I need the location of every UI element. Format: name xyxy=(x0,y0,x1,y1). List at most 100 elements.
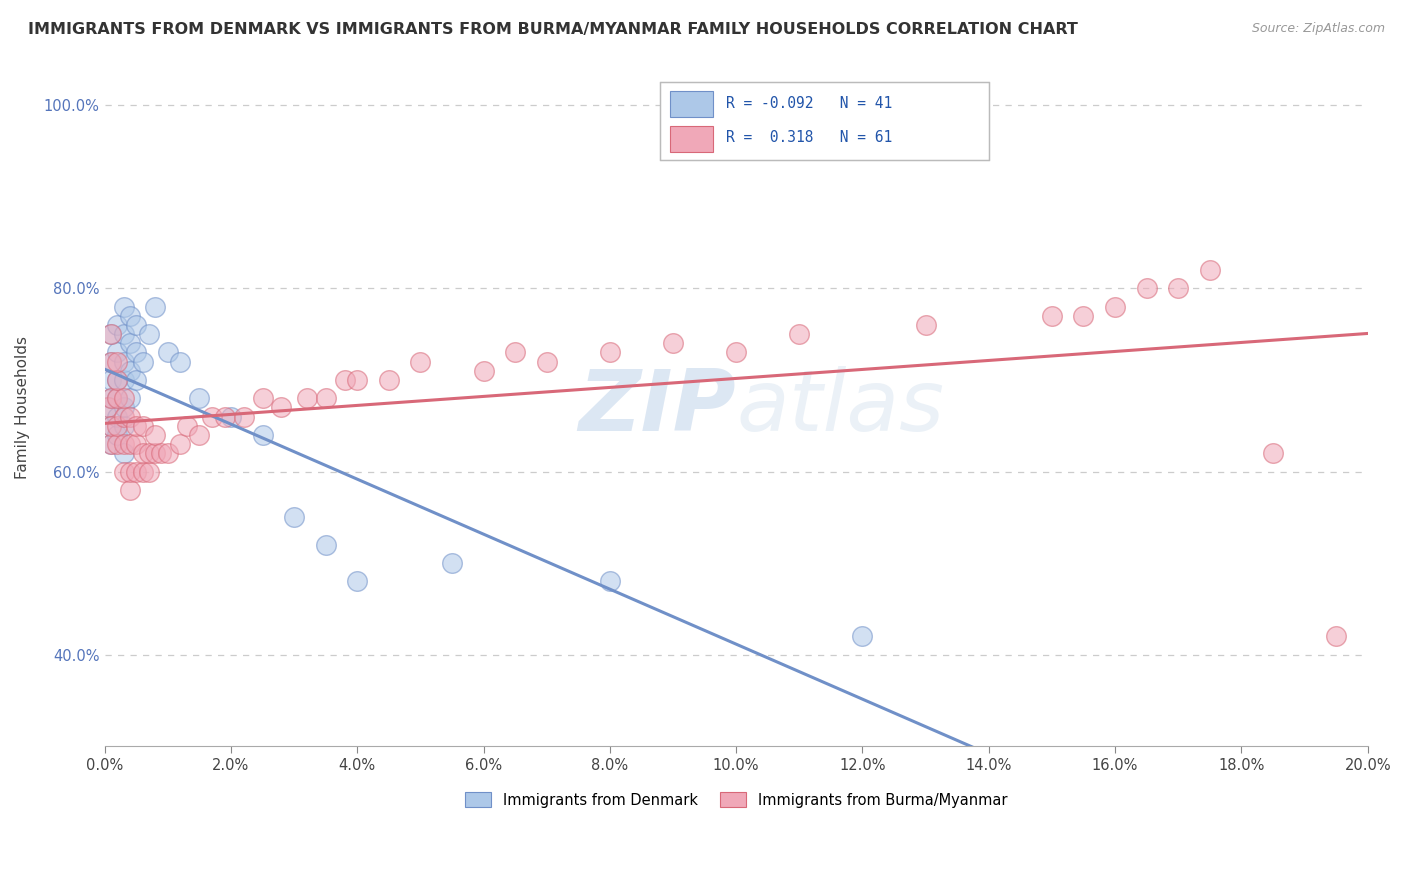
Point xyxy=(112,446,135,460)
Point xyxy=(1136,281,1159,295)
Point xyxy=(118,409,141,424)
Point xyxy=(105,418,128,433)
Point xyxy=(125,345,148,359)
Point xyxy=(787,327,810,342)
Point xyxy=(112,418,135,433)
Point xyxy=(472,364,495,378)
Point xyxy=(188,391,211,405)
Point xyxy=(725,345,748,359)
Point xyxy=(131,465,153,479)
Point xyxy=(118,364,141,378)
Point xyxy=(169,437,191,451)
Point xyxy=(125,437,148,451)
Point xyxy=(105,354,128,368)
Point xyxy=(105,428,128,442)
Point xyxy=(503,345,526,359)
Point xyxy=(188,428,211,442)
Point xyxy=(112,465,135,479)
Point xyxy=(112,354,135,368)
Point xyxy=(118,465,141,479)
Point xyxy=(232,409,254,424)
Point xyxy=(599,345,621,359)
Text: ZIP: ZIP xyxy=(578,366,737,449)
Point xyxy=(105,409,128,424)
Point xyxy=(118,483,141,497)
Point xyxy=(201,409,224,424)
Point xyxy=(214,409,236,424)
Point xyxy=(1073,309,1095,323)
Point xyxy=(219,409,242,424)
Point xyxy=(100,354,122,368)
Point xyxy=(169,354,191,368)
Point xyxy=(100,418,122,433)
Point xyxy=(105,373,128,387)
Point xyxy=(105,437,128,451)
Point xyxy=(536,354,558,368)
Point xyxy=(100,327,122,342)
Point xyxy=(131,354,153,368)
Point xyxy=(315,391,337,405)
Point xyxy=(1198,263,1220,277)
Point xyxy=(662,336,685,351)
Point xyxy=(252,391,274,405)
Point xyxy=(112,401,135,415)
Point xyxy=(118,391,141,405)
Point xyxy=(105,391,128,405)
Point xyxy=(100,373,122,387)
Point xyxy=(112,327,135,342)
Legend: Immigrants from Denmark, Immigrants from Burma/Myanmar: Immigrants from Denmark, Immigrants from… xyxy=(460,787,1014,814)
Point xyxy=(599,574,621,589)
Point xyxy=(914,318,936,332)
Point xyxy=(125,418,148,433)
Point xyxy=(118,437,141,451)
Point xyxy=(156,345,179,359)
Point xyxy=(112,409,135,424)
Point xyxy=(100,418,122,433)
Point xyxy=(143,300,166,314)
Point xyxy=(97,401,120,415)
Point xyxy=(105,391,128,405)
Point xyxy=(138,465,160,479)
Point xyxy=(440,556,463,570)
Point xyxy=(138,327,160,342)
Point xyxy=(1104,300,1126,314)
Point xyxy=(105,345,128,359)
Text: IMMIGRANTS FROM DENMARK VS IMMIGRANTS FROM BURMA/MYANMAR FAMILY HOUSEHOLDS CORRE: IMMIGRANTS FROM DENMARK VS IMMIGRANTS FR… xyxy=(28,22,1078,37)
Point xyxy=(100,391,122,405)
Point xyxy=(138,446,160,460)
Point xyxy=(100,437,122,451)
Point xyxy=(112,300,135,314)
Point xyxy=(283,510,305,524)
Point xyxy=(125,373,148,387)
Point xyxy=(346,574,368,589)
Point xyxy=(1261,446,1284,460)
Point xyxy=(131,418,153,433)
Point xyxy=(131,446,153,460)
Point xyxy=(315,538,337,552)
Point xyxy=(100,354,122,368)
Point xyxy=(105,373,128,387)
Point xyxy=(100,327,122,342)
Point xyxy=(176,418,198,433)
Text: atlas: atlas xyxy=(737,366,945,449)
Point xyxy=(112,391,135,405)
Point xyxy=(125,465,148,479)
Point xyxy=(270,401,292,415)
Point xyxy=(1040,309,1063,323)
Point xyxy=(295,391,318,405)
Point xyxy=(346,373,368,387)
Point xyxy=(851,629,873,643)
Point xyxy=(409,354,432,368)
Point xyxy=(143,446,166,460)
Point xyxy=(1167,281,1189,295)
Text: Source: ZipAtlas.com: Source: ZipAtlas.com xyxy=(1251,22,1385,36)
Point xyxy=(378,373,401,387)
Point xyxy=(252,428,274,442)
Point xyxy=(143,428,166,442)
Point xyxy=(150,446,173,460)
Point xyxy=(97,401,120,415)
Point xyxy=(125,318,148,332)
Point xyxy=(118,309,141,323)
Point xyxy=(100,437,122,451)
Point xyxy=(333,373,356,387)
